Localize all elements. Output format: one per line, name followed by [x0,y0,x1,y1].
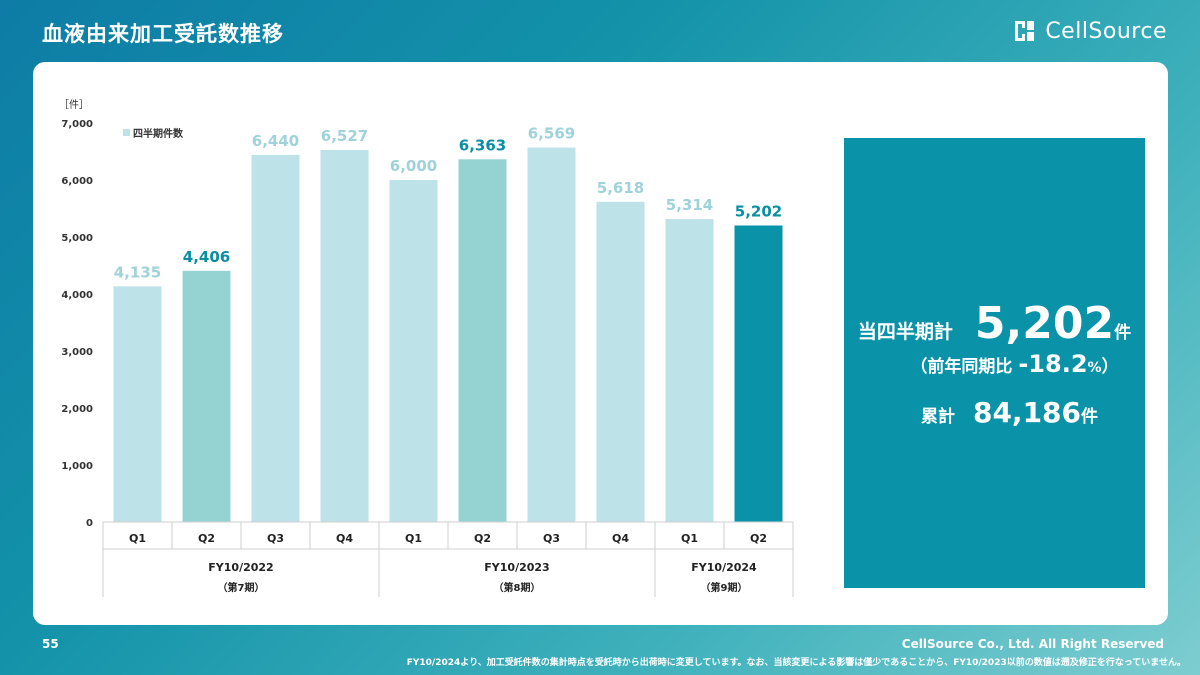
fiscal-year-label: FY10/2023 [484,561,549,574]
fiscal-period-label: （第8期） [494,581,541,594]
bar [665,219,714,523]
y-tick-label: 4,000 [61,290,93,301]
bar-chart: ［件］ 0 1,000 2,000 3,000 4,000 5,000 6,000 7,000 四… [59,99,794,597]
cumulative-total: 累計 84,186 件 [844,396,1145,429]
y-tick-label: 1,000 [61,461,93,472]
legend-swatch [123,129,130,136]
quarter-label: Q3 [543,532,560,545]
quarter-label: Q1 [405,532,422,545]
bar-value-label: 6,000 [390,157,437,175]
y-tick-label: 5,000 [61,233,93,244]
bar-value-label: 5,618 [597,179,644,197]
logo: CellSource [1011,18,1167,44]
current-quarter-label: 当四半期計 [857,321,953,343]
fiscal-period-label: （第9期） [701,581,748,594]
fiscal-period-label: （第7期） [218,581,265,594]
cumulative-label: 累計 [920,407,955,427]
bar [251,154,300,523]
yoy-value: -18.2 [1018,350,1088,378]
bar [320,149,369,522]
cellsource-logo-icon [1015,21,1035,41]
logo-text: CellSource [1045,18,1167,44]
y-tick-label: 2,000 [61,404,93,415]
bar-value-label: 6,527 [321,127,368,145]
cumulative-unit: 件 [1081,407,1099,427]
bar-value-label: 4,135 [114,263,161,281]
y-tick-label: 7,000 [61,119,93,130]
current-quarter-total: 当四半期計 5,202 件 [844,298,1145,349]
current-quarter-unit: 件 [1114,323,1132,343]
bar-value-label: 6,363 [459,136,506,154]
yoy-suffix: ） [1101,357,1119,377]
quarter-label: Q2 [198,532,215,545]
quarter-label: Q1 [129,532,146,545]
unit-label: ［件］ [59,99,89,111]
bar [734,225,783,522]
bar-value-label: 5,202 [735,202,782,220]
quarter-label: Q3 [267,532,284,545]
page-title: 血液由来加工受託数推移 [42,22,284,46]
bar [182,270,231,522]
bar [113,286,162,522]
page-number: 55 [42,637,59,651]
bar-value-label: 6,569 [528,125,575,143]
y-tick-label: 0 [86,518,93,529]
quarter-label: Q1 [681,532,698,545]
bar [596,201,645,523]
copyright: CellSource Co., Ltd. All Right Reserved [901,637,1164,651]
legend-label: 四半期件数 [133,127,184,140]
quarter-label: Q2 [474,532,491,545]
summary-box: 当四半期計 5,202 件 （前年同期比 -18.2%） 累計 84,186 件 [844,138,1145,588]
cumulative-value: 84,186 [972,396,1082,429]
quarter-label: Q4 [612,532,629,545]
bar-value-label: 6,440 [252,132,299,150]
bar-value-label: 5,314 [666,196,713,214]
y-tick-label: 6,000 [61,176,93,187]
footnote: FY10/2024より、加工受託件数の集計時点を受託時から出荷時に変更しています… [406,658,1186,668]
y-tick-label: 3,000 [61,347,93,358]
yoy-change: （前年同期比 -18.2%） [844,350,1145,378]
yoy-prefix: （前年同期比 [910,357,1013,377]
bar-value-label: 4,406 [183,248,230,266]
quarter-label: Q2 [750,532,767,545]
content-panel: ［件］ 0 1,000 2,000 3,000 4,000 5,000 6,000 7,000 四… [33,62,1168,625]
bar [527,147,576,522]
yoy-percent-sign: % [1087,360,1102,376]
fiscal-year-label: FY10/2022 [208,561,273,574]
current-quarter-value: 5,202 [974,298,1115,349]
quarter-label: Q4 [336,532,353,545]
bar [389,180,438,522]
bar [458,159,507,522]
fiscal-year-label: FY10/2024 [691,561,757,574]
